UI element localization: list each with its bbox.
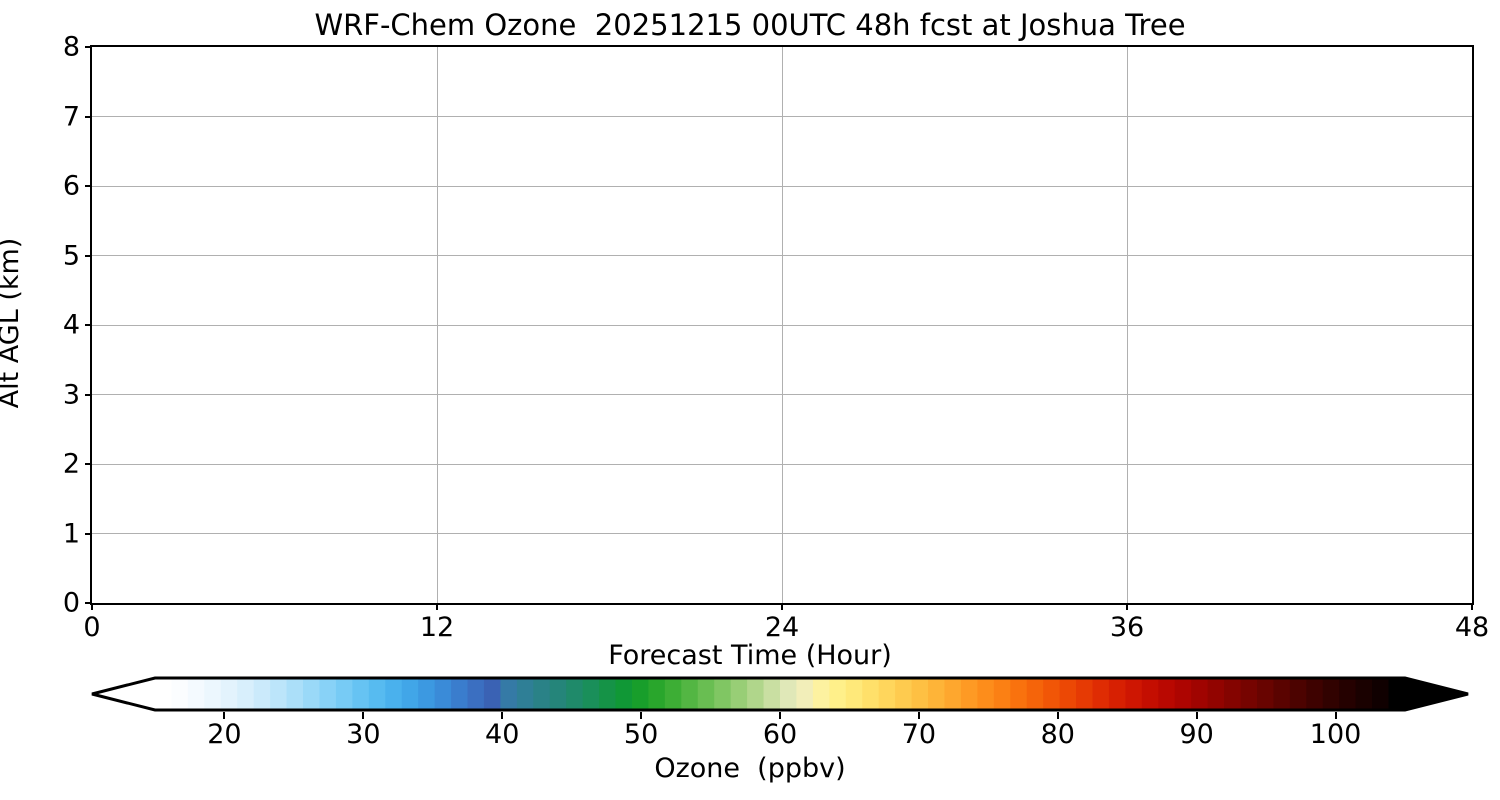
colorbar-tick-label: 20 xyxy=(207,719,242,750)
colorbar-tick-label: 80 xyxy=(1040,719,1075,750)
y-axis-tick xyxy=(85,602,92,604)
y-axis-tick-label: 8 xyxy=(62,31,80,63)
colorbar-tick xyxy=(1056,712,1059,719)
gridline-vertical xyxy=(1126,47,1128,603)
y-axis-tick xyxy=(85,393,92,396)
y-axis-tick-label: 2 xyxy=(62,448,80,480)
colorbar-tick xyxy=(640,712,643,719)
x-axis-tick-label: 12 xyxy=(419,612,455,643)
plot-axes-frame: 0 1 2 3 4 5 6 7 8 0 12 24 36 48 xyxy=(63,34,1489,643)
y-axis-tick-label: 3 xyxy=(62,379,80,410)
y-axis-tick xyxy=(85,463,92,465)
colorbar-tick-label: 70 xyxy=(901,719,937,750)
colorbar-tick xyxy=(917,712,920,719)
colorbar-tick xyxy=(223,712,226,719)
colorbar-tick-label: 90 xyxy=(1179,719,1214,750)
plot-canvas xyxy=(92,47,1472,603)
colorbar-tick xyxy=(501,712,504,719)
y-axis-tick-label: 7 xyxy=(62,101,80,132)
colorbar-tick-label: 50 xyxy=(623,719,659,750)
y-axis-tick xyxy=(85,254,92,257)
colorbar-tick-label: 60 xyxy=(762,719,798,750)
colorbar-tick-label: 100 xyxy=(1309,719,1362,750)
y-axis-tick-label: 4 xyxy=(62,309,80,341)
y-axis-tick-label: 0 xyxy=(62,587,80,619)
colorbar-tick-label: 30 xyxy=(346,719,381,750)
x-axis-title: Forecast Time (Hour) xyxy=(608,640,892,671)
colorbar: 20 30 40 50 60 70 80 90 100 xyxy=(90,676,1470,750)
x-axis-tick xyxy=(91,603,93,610)
x-axis-tick-label: 0 xyxy=(83,612,101,643)
y-axis-tick-label: 6 xyxy=(62,170,80,202)
y-axis-tick-label: 1 xyxy=(62,518,80,549)
y-axis-title: Alt AGL (km) xyxy=(0,237,25,409)
y-axis-tick xyxy=(85,46,92,48)
colorbar-tick xyxy=(1334,712,1337,719)
x-axis-tick-label: 36 xyxy=(1109,612,1145,643)
y-axis-tick xyxy=(85,532,92,535)
colorbar-title: Ozone (ppbv) xyxy=(654,753,846,784)
colorbar-gradient xyxy=(91,676,1469,712)
y-axis-tick xyxy=(85,115,92,118)
y-axis-tick xyxy=(85,185,92,187)
x-axis-tick xyxy=(1126,603,1128,610)
x-axis-tick-label: 24 xyxy=(764,612,800,643)
x-axis-tick xyxy=(781,603,783,610)
colorbar-tick xyxy=(362,712,365,719)
page-title: WRF-Chem Ozone 20251215 00UTC 48h fcst a… xyxy=(314,8,1186,42)
y-axis-tick xyxy=(85,324,92,326)
y-axis-tick-label: 5 xyxy=(62,240,80,271)
gridline-vertical xyxy=(436,47,438,603)
colorbar-tick xyxy=(779,712,781,719)
colorbar-tick xyxy=(1195,712,1198,719)
x-axis-tick-label: 48 xyxy=(1454,612,1490,643)
x-axis-tick xyxy=(1471,603,1473,610)
x-axis-tick xyxy=(436,603,438,610)
gridline-vertical xyxy=(781,47,783,603)
colorbar-tick-label: 40 xyxy=(485,719,520,750)
